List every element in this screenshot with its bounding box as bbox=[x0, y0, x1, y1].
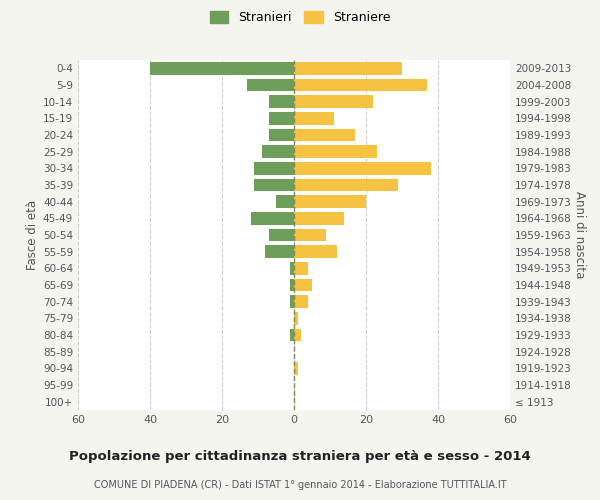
Bar bbox=[290, 279, 294, 291]
Bar bbox=[294, 179, 398, 192]
Text: Popolazione per cittadinanza straniera per età e sesso - 2014: Popolazione per cittadinanza straniera p… bbox=[69, 450, 531, 463]
Text: COMUNE DI PIADENA (CR) - Dati ISTAT 1° gennaio 2014 - Elaborazione TUTTITALIA.IT: COMUNE DI PIADENA (CR) - Dati ISTAT 1° g… bbox=[94, 480, 506, 490]
Bar bbox=[269, 112, 294, 124]
Bar bbox=[269, 129, 294, 141]
Bar bbox=[276, 196, 294, 208]
Bar bbox=[294, 329, 301, 341]
Bar bbox=[294, 146, 377, 158]
Bar bbox=[294, 96, 373, 108]
Bar bbox=[294, 279, 312, 291]
Bar bbox=[254, 162, 294, 174]
Bar bbox=[251, 212, 294, 224]
Bar bbox=[290, 329, 294, 341]
Legend: Stranieri, Straniere: Stranieri, Straniere bbox=[205, 6, 395, 29]
Bar bbox=[294, 229, 326, 241]
Bar bbox=[290, 296, 294, 308]
Bar bbox=[290, 262, 294, 274]
Bar bbox=[294, 296, 308, 308]
Bar bbox=[294, 79, 427, 92]
Bar bbox=[294, 196, 366, 208]
Bar bbox=[294, 162, 431, 174]
Bar bbox=[294, 246, 337, 258]
Y-axis label: Fasce di età: Fasce di età bbox=[26, 200, 39, 270]
Bar bbox=[294, 62, 402, 74]
Bar bbox=[294, 262, 308, 274]
Bar bbox=[294, 362, 298, 374]
Bar bbox=[247, 79, 294, 92]
Bar bbox=[269, 229, 294, 241]
Bar bbox=[254, 179, 294, 192]
Bar bbox=[294, 212, 344, 224]
Bar bbox=[265, 246, 294, 258]
Bar bbox=[262, 146, 294, 158]
Y-axis label: Anni di nascita: Anni di nascita bbox=[572, 192, 586, 278]
Bar bbox=[294, 312, 298, 324]
Bar bbox=[150, 62, 294, 74]
Bar bbox=[269, 96, 294, 108]
Bar bbox=[294, 129, 355, 141]
Bar bbox=[294, 112, 334, 124]
